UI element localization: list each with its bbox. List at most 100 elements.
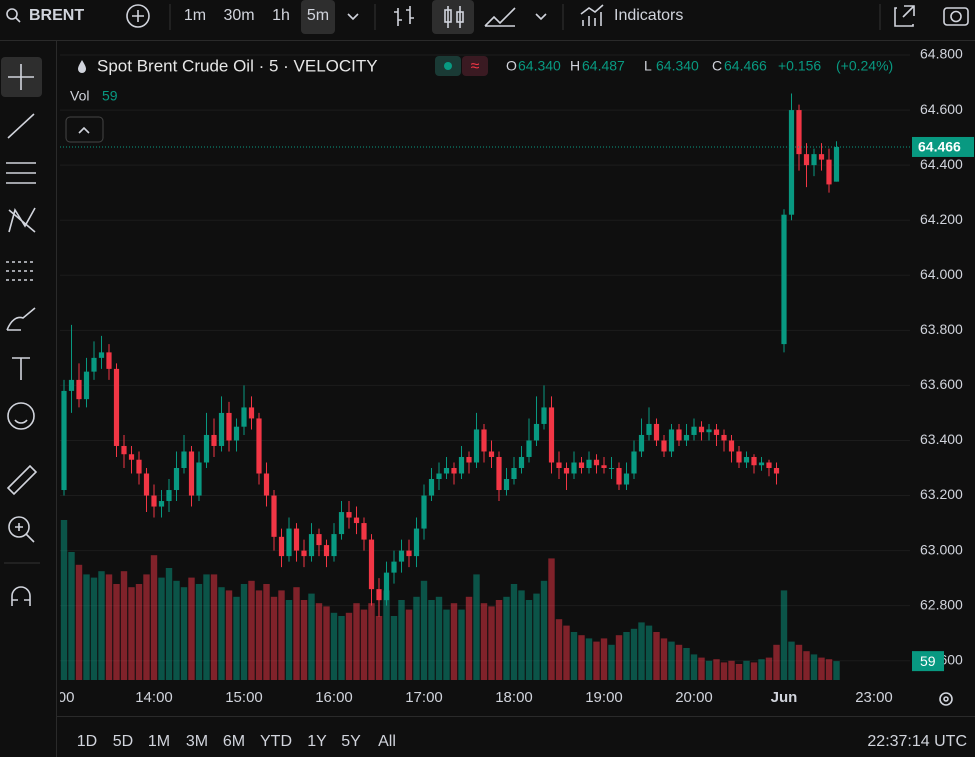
- pattern-tool[interactable]: [8, 207, 36, 233]
- change-percent: (+0.24%): [836, 58, 893, 74]
- candle-body: [421, 495, 427, 529]
- volume-bar: [668, 641, 675, 680]
- volume-bar: [293, 587, 300, 680]
- candle-body: [676, 429, 682, 441]
- interval[interactable]: 30m: [223, 7, 254, 24]
- x-tick-label: 17:00: [405, 689, 443, 706]
- volume-bar: [428, 600, 435, 680]
- x-tick-label: 16:00: [315, 689, 353, 706]
- market-status: [444, 62, 452, 70]
- range-button[interactable]: All: [378, 733, 396, 750]
- range-button[interactable]: 1M: [148, 733, 170, 750]
- range-button[interactable]: 5Y: [341, 733, 361, 750]
- volume-value: 59: [102, 88, 118, 104]
- interval[interactable]: 1m: [184, 7, 206, 24]
- range-button[interactable]: YTD: [260, 733, 292, 750]
- dropdown[interactable]: [347, 13, 359, 21]
- fib-tool[interactable]: [6, 162, 36, 184]
- zoom-tool: [15, 523, 35, 543]
- candle-body: [473, 429, 480, 463]
- volume-bar: [308, 593, 315, 680]
- range-button[interactable]: 6M: [223, 733, 245, 750]
- add-symbol[interactable]: [126, 4, 150, 28]
- ohlc-value: 64.487: [582, 58, 625, 74]
- text-tool[interactable]: [12, 357, 30, 380]
- volume-bar: [510, 584, 518, 680]
- volume-bar: [278, 590, 285, 680]
- candle-body: [556, 462, 562, 468]
- candle-body: [226, 412, 232, 441]
- collapse-button[interactable]: [65, 116, 104, 143]
- volume-bar: [188, 577, 195, 680]
- candle-body: [728, 440, 735, 452]
- volume-bar: [105, 574, 113, 680]
- crosshair-tool[interactable]: [8, 64, 34, 90]
- selected-style: [432, 0, 474, 34]
- range-button[interactable]: 3M: [186, 733, 208, 750]
- ohlc-value: 64.340: [518, 58, 561, 74]
- range-button[interactable]: 5D: [113, 733, 133, 750]
- brush-tool[interactable]: [6, 307, 36, 331]
- volume-bar: [98, 571, 105, 680]
- candle-body: [428, 479, 435, 496]
- ruler-tool[interactable]: [6, 464, 38, 496]
- legend: Spot Brent Crude Oil · 5 · VELOCITY ≈ Vo…: [65, 56, 893, 143]
- search-icon[interactable]: [6, 8, 18, 20]
- range-button[interactable]: 1Y: [307, 733, 327, 750]
- settings-icon[interactable]: [939, 692, 953, 706]
- volume-bar: [630, 628, 638, 680]
- top-toolbar: BRENT 1m 30m 1h 5m Indicators: [0, 0, 975, 41]
- candle-body: [511, 468, 517, 480]
- volume-bar: [548, 558, 555, 680]
- dropdown[interactable]: [535, 13, 547, 21]
- candle-body: [563, 468, 570, 474]
- candle-body: [668, 429, 675, 452]
- volume-bar: [683, 648, 690, 680]
- interval[interactable]: 1h: [272, 7, 290, 24]
- zoom-tool[interactable]: [8, 516, 30, 538]
- volume-bar: [195, 584, 203, 680]
- volume-bar: [353, 603, 360, 680]
- last-price-box: [912, 136, 974, 157]
- indicators-icon[interactable]: [580, 4, 604, 26]
- emoji-tool[interactable]: [7, 402, 35, 430]
- volume-bar: [128, 587, 135, 680]
- volume-bar: [383, 590, 390, 680]
- magnet-tool[interactable]: [11, 586, 31, 606]
- trendline-tool[interactable]: [7, 113, 35, 139]
- x-tick-label: :00: [54, 689, 75, 706]
- symbol[interactable]: BRENT: [29, 7, 84, 24]
- candle-body: [331, 534, 337, 557]
- candle-body: [241, 407, 247, 427]
- change: +0.156: [778, 58, 821, 74]
- volume-bar: [480, 603, 488, 680]
- volume-bar: [113, 584, 120, 680]
- indicators-button[interactable]: Indicators: [614, 7, 683, 24]
- ohlc-label: L: [644, 58, 652, 74]
- left-toolbar: [1, 41, 57, 757]
- volume-bar: [68, 552, 75, 680]
- volume-bar: [825, 659, 833, 680]
- area-icon[interactable]: [484, 7, 516, 27]
- selected-interval: [301, 0, 335, 34]
- y-tick-label: 63.200: [920, 486, 963, 502]
- share-icon[interactable]: [894, 5, 915, 27]
- projection-tool[interactable]: [6, 261, 36, 281]
- ohlc-value: 64.340: [656, 58, 699, 74]
- candle-body: [751, 456, 757, 466]
- volume-bar: [330, 612, 338, 680]
- range-button[interactable]: 1D: [77, 733, 97, 750]
- interval[interactable]: 5m: [307, 7, 329, 24]
- candle-body: [151, 495, 157, 507]
- volume-bar: [203, 574, 210, 680]
- add-symbol-icon: [132, 10, 144, 22]
- volume-bar: [75, 564, 83, 680]
- candle-body: [443, 468, 450, 474]
- volume-bar: [135, 584, 143, 680]
- volume-bar: [698, 657, 705, 680]
- volume-bar: [638, 622, 645, 680]
- bars-icon[interactable]: [394, 6, 414, 26]
- volume-bar: [645, 625, 653, 680]
- screenshot-icon[interactable]: [943, 7, 969, 26]
